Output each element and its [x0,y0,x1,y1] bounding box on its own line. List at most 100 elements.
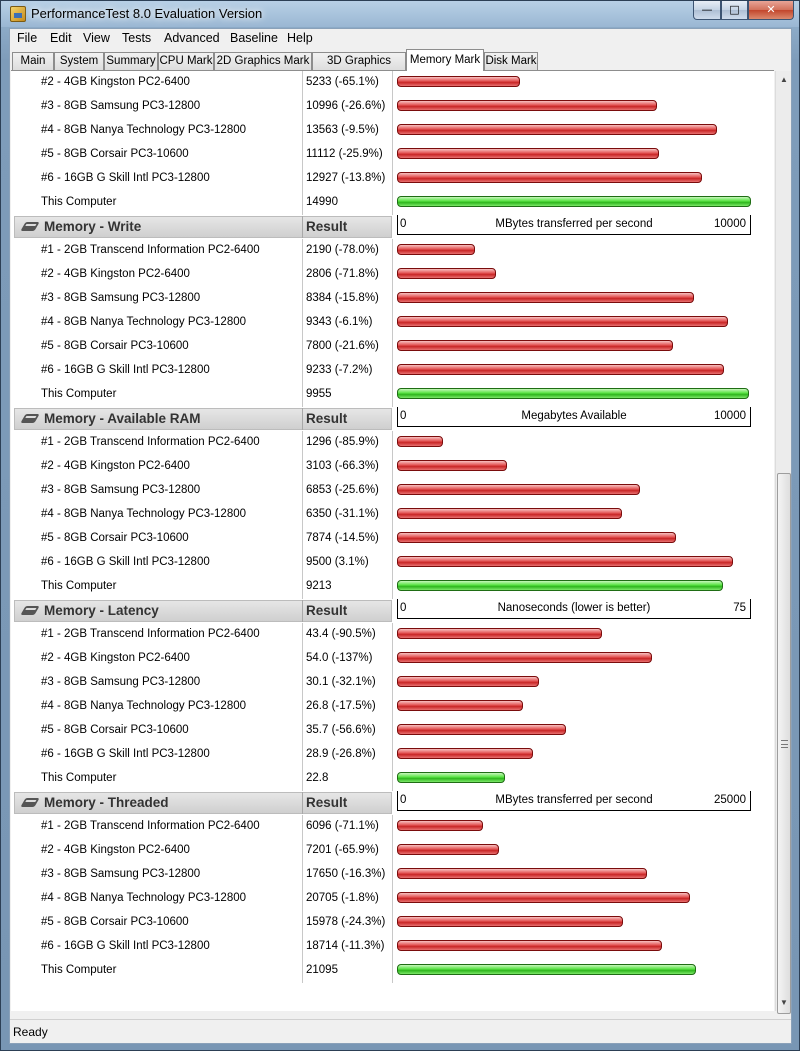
column-divider [392,575,393,599]
column-divider [302,623,303,647]
result-bar [397,916,623,927]
system-name: #5 - 8GB Corsair PC3-10600 [41,532,189,544]
result-value: 5233 (-65.1%) [306,76,379,88]
baseline-row[interactable]: #6 - 16GB G Skill Intl PC3-12800 9500 (3.… [11,551,774,575]
close-button[interactable]: ✕ [748,1,794,20]
baseline-row[interactable]: #6 - 16GB G Skill Intl PC3-12800 12927 (-… [11,167,774,191]
baseline-row[interactable]: #3 - 8GB Samsung PC3-12800 8384 (-15.8%) [11,287,774,311]
system-name: #4 - 8GB Nanya Technology PC3-12800 [41,700,247,712]
result-value: 9213 [306,580,332,592]
axis-baseline [397,810,751,811]
baseline-row[interactable]: #1 - 2GB Transcend Information PC2-6400 4… [11,623,774,647]
baseline-row[interactable]: #2 - 4GB Kingston PC2-6400 5233 (-65.1%) [11,71,774,95]
tab-main[interactable]: Main [12,52,54,71]
axis-right-tick [750,215,751,235]
menu-advanced[interactable]: Advanced [164,31,220,45]
baseline-row[interactable]: #2 - 4GB Kingston PC2-6400 54.0 (-137%) [11,647,774,671]
vertical-scrollbar[interactable]: ▲ ▼ [775,71,791,1014]
result-column-label: Result [306,219,348,234]
baseline-row[interactable]: #6 - 16GB G Skill Intl PC3-12800 9233 (-7… [11,359,774,383]
section-header: Memory - Write Result 0 MBytes transferred … [11,215,774,239]
section-header: Memory - Available RAM Result 0 Megabytes A… [11,407,774,431]
column-divider [302,455,303,479]
scroll-up-arrow-icon[interactable]: ▲ [780,75,788,84]
menu-help[interactable]: Help [287,31,313,45]
system-name: #3 - 8GB Samsung PC3-12800 [41,100,201,112]
title-bar[interactable]: PerformanceTest 8.0 Evaluation Version —… [1,1,799,27]
scroll-down-arrow-icon[interactable]: ▼ [780,998,788,1007]
column-divider [302,383,303,407]
baseline-row[interactable]: #4 - 8GB Nanya Technology PC3-12800 20705… [11,887,774,911]
baseline-row[interactable]: #5 - 8GB Corsair PC3-10600 7874 (-14.5%) [11,527,774,551]
baseline-row[interactable]: #6 - 16GB G Skill Intl PC3-12800 28.9 (-2… [11,743,774,767]
result-bar [397,100,657,111]
section-title: Memory - Latency [44,603,159,618]
baseline-row[interactable]: #2 - 4GB Kingston PC2-6400 3103 (-66.3%) [11,455,774,479]
tab-system[interactable]: System [54,52,104,71]
menu-file[interactable]: File [17,31,38,45]
maximize-button[interactable]: □ [721,1,748,20]
column-divider [302,119,303,143]
baseline-row[interactable]: #5 - 8GB Corsair PC3-10600 11112 (-25.9%) [11,143,774,167]
this-computer-row[interactable]: This Computer 14990 [11,191,774,215]
result-bar [397,628,602,639]
baseline-row[interactable]: #5 - 8GB Corsair PC3-10600 15978 (-24.3%) [11,911,774,935]
baseline-row[interactable]: #2 - 4GB Kingston PC2-6400 2806 (-71.8%) [11,263,774,287]
this-computer-row[interactable]: This Computer 9955 [11,383,774,407]
this-computer-row[interactable]: This Computer 9213 [11,575,774,599]
baseline-row[interactable]: #1 - 2GB Transcend Information PC2-6400 2… [11,239,774,263]
baseline-row[interactable]: #4 - 8GB Nanya Technology PC3-12800 13563… [11,119,774,143]
baseline-row[interactable]: #3 - 8GB Samsung PC3-12800 17650 (-16.3%) [11,863,774,887]
menu-baseline[interactable]: Baseline [230,31,278,45]
column-divider [302,671,303,695]
tab-memory-mark[interactable]: Memory Mark [406,49,484,71]
tab-cpu-mark[interactable]: CPU Mark [158,52,214,71]
baseline-row[interactable]: #5 - 8GB Corsair PC3-10600 35.7 (-56.6%) [11,719,774,743]
app-icon[interactable] [10,6,26,22]
system-name: #2 - 4GB Kingston PC2-6400 [41,844,190,856]
scrollbar-thumb[interactable] [777,473,791,1014]
result-value: 6853 (-25.6%) [306,484,379,496]
result-bar [397,868,647,879]
minimize-button[interactable]: — [693,1,721,20]
this-computer-row[interactable]: This Computer 22.8 [11,767,774,791]
column-divider [392,911,393,935]
tab-3d-graphics-mark[interactable]: 3D Graphics Mark [312,52,406,84]
result-value: 9500 (3.1%) [306,556,369,568]
menu-bar: File Edit View Tests Advanced Baseline H… [10,29,791,49]
system-name: This Computer [41,196,117,208]
system-name: #3 - 8GB Samsung PC3-12800 [41,292,201,304]
axis-max-label: 75 [733,602,746,614]
system-name: #5 - 8GB Corsair PC3-10600 [41,916,189,928]
baseline-row[interactable]: #3 - 8GB Samsung PC3-12800 30.1 (-32.1%) [11,671,774,695]
baseline-row[interactable]: #1 - 2GB Transcend Information PC2-6400 1… [11,431,774,455]
client-area: File Edit View Tests Advanced Baseline H… [9,28,792,1044]
tab-summary[interactable]: Summary [104,52,158,71]
system-name: #2 - 4GB Kingston PC2-6400 [41,652,190,664]
baseline-row[interactable]: #5 - 8GB Corsair PC3-10600 7800 (-21.6%) [11,335,774,359]
baseline-row[interactable]: #3 - 8GB Samsung PC3-12800 10996 (-26.6%) [11,95,774,119]
result-bar [397,340,673,351]
column-divider [392,863,393,887]
menu-view[interactable]: View [83,31,110,45]
tab-disk-mark[interactable]: Disk Mark [484,52,538,71]
menu-edit[interactable]: Edit [50,31,72,45]
result-value: 9955 [306,388,332,400]
baseline-row[interactable]: #1 - 2GB Transcend Information PC2-6400 6… [11,815,774,839]
column-divider [302,143,303,167]
baseline-row[interactable]: #6 - 16GB G Skill Intl PC3-12800 18714 (-… [11,935,774,959]
tab-strip: Main System Summary CPU Mark 2D Graphics… [10,49,791,84]
column-divider [302,863,303,887]
result-bar [397,724,566,735]
result-bar [397,124,717,135]
menu-tests[interactable]: Tests [122,31,152,45]
this-computer-row[interactable]: This Computer 21095 [11,959,774,983]
baseline-row[interactable]: #4 - 8GB Nanya Technology PC3-12800 9343 … [11,311,774,335]
tab-2d-graphics-mark[interactable]: 2D Graphics Mark [214,52,312,71]
baseline-row[interactable]: #2 - 4GB Kingston PC2-6400 7201 (-65.9%) [11,839,774,863]
baseline-row[interactable]: #4 - 8GB Nanya Technology PC3-12800 26.8 … [11,695,774,719]
result-bar [397,580,723,591]
baseline-row[interactable]: #3 - 8GB Samsung PC3-12800 6853 (-25.6%) [11,479,774,503]
baseline-row[interactable]: #4 - 8GB Nanya Technology PC3-12800 6350 … [11,503,774,527]
